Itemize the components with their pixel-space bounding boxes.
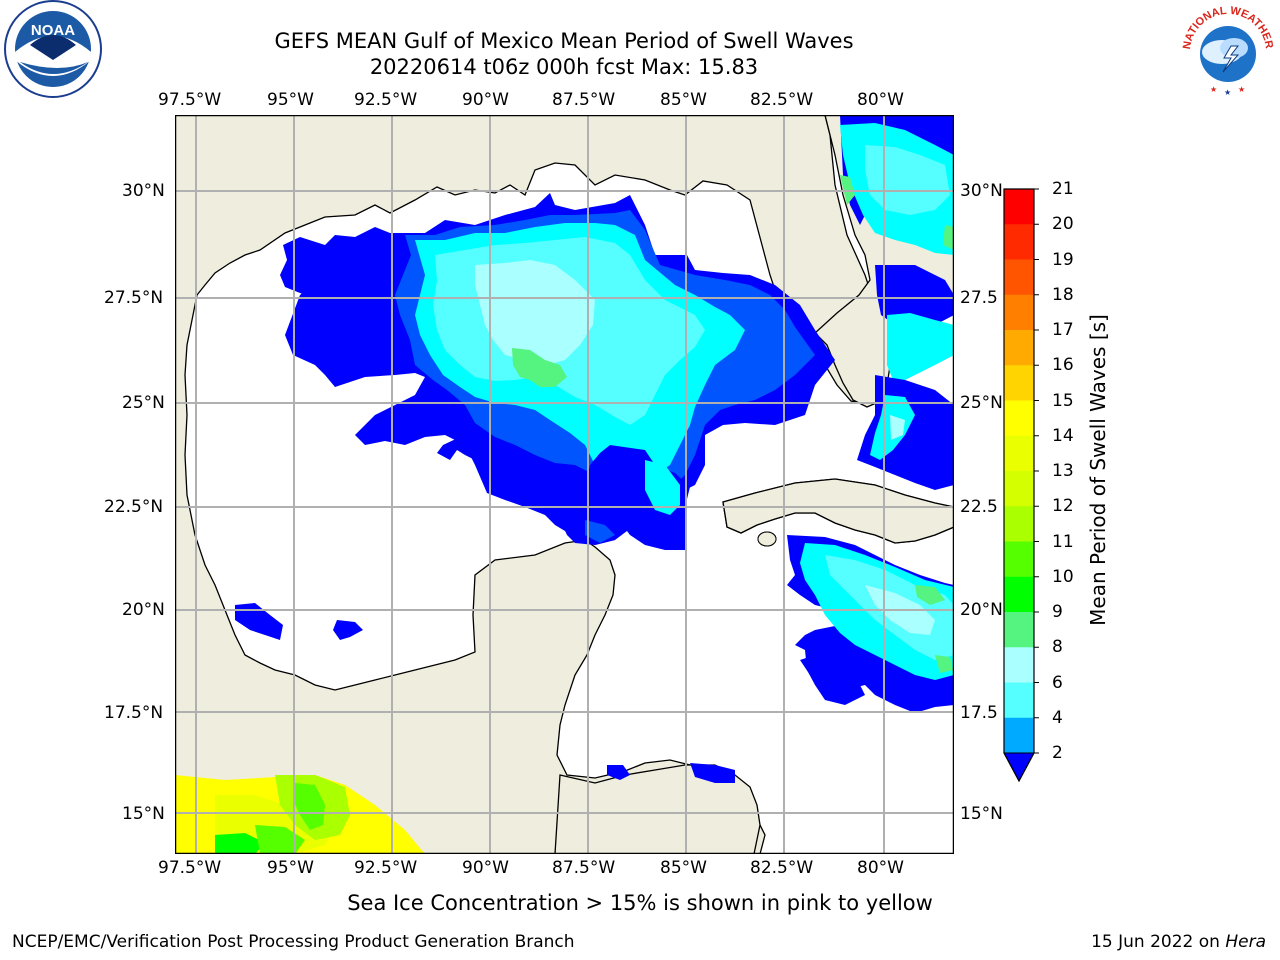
lat-label-right: 25°N [960, 393, 1003, 413]
lat-label-left: 25°N [122, 393, 165, 413]
lon-label-bottom: 92.5°W [354, 858, 418, 878]
lon-label-top: 97.5°W [158, 90, 222, 110]
noaa-logo: NOAA [0, 0, 106, 100]
colorbar-segment [1004, 330, 1034, 366]
colorbar-segment [1004, 506, 1034, 542]
colorbar-segment [1004, 717, 1034, 754]
colorbar-tick-label: 15 [1052, 390, 1074, 411]
colorbar-segment [1004, 224, 1034, 260]
colorbar-segment [1004, 259, 1034, 296]
lat-label-right: 15°N [960, 804, 1003, 824]
lon-label-top: 92.5°W [354, 90, 418, 110]
lon-label-top: 95°W [267, 90, 314, 110]
colorbar-tick-label: 10 [1052, 566, 1074, 587]
lat-label-left: 30°N [122, 181, 165, 201]
colorbar-segment [1004, 294, 1034, 331]
lon-label-bottom: 85°W [660, 858, 707, 878]
colorbar-tick-label: 14 [1052, 425, 1074, 446]
colorbar-segment [1004, 365, 1034, 401]
lon-label-bottom: 97.5°W [158, 858, 222, 878]
colorbar-tick-label: 16 [1052, 355, 1074, 376]
lon-label-top: 87.5°W [552, 90, 616, 110]
lat-label-left: 15°N [122, 804, 165, 824]
lat-label-right: 30°N [960, 181, 1003, 201]
lat-label-left: 27.5°N [104, 288, 164, 308]
colorbar-extend-triangle [1003, 752, 1035, 783]
lat-label-right: 22.5 [960, 497, 998, 517]
footer-credit: NCEP/EMC/Verification Post Processing Pr… [12, 932, 575, 952]
colorbar-segment [1004, 471, 1034, 507]
colorbar-tick-label: 4 [1052, 707, 1063, 728]
colorbar-segment [1004, 435, 1034, 472]
nws-logo: NATIONAL WEATHER SERVICE ★ ★ ★ [1172, 0, 1280, 100]
lon-label-top: 90°W [462, 90, 509, 110]
colorbar [1003, 188, 1039, 783]
colorbar-segment [1004, 576, 1034, 613]
footer-date-text: 15 Jun 2022 on [1091, 932, 1226, 952]
svg-text:★: ★ [1210, 85, 1217, 94]
svg-text:★: ★ [1224, 88, 1231, 97]
lon-label-bottom: 87.5°W [552, 858, 616, 878]
lat-label-left: 22.5°N [104, 497, 164, 517]
colorbar-segment [1004, 189, 1034, 225]
lat-label-left: 20°N [122, 600, 165, 620]
colorbar-segment [1004, 400, 1034, 437]
colorbar-segment [1004, 682, 1034, 719]
colorbar-tick-label: 19 [1052, 249, 1074, 270]
colorbar-label: Mean Period of Swell Waves [s] [1086, 314, 1110, 626]
colorbar-tick-label: 18 [1052, 284, 1074, 305]
colorbar-tick-label: 13 [1052, 461, 1074, 481]
map-panel [175, 115, 954, 854]
footer-date: 15 Jun 2022 on Hera [1091, 932, 1266, 952]
lon-label-bottom: 82.5°W [750, 858, 814, 878]
colorbar-tick-label: 6 [1052, 672, 1063, 693]
colorbar-tick-label: 11 [1052, 531, 1074, 552]
lat-label-left: 17.5°N [104, 703, 164, 723]
lon-label-top: 85°W [660, 90, 707, 110]
colorbar-tick-label: 17 [1052, 320, 1074, 340]
graticule [175, 115, 954, 854]
colorbar-tick-label: 20 [1052, 214, 1074, 235]
colorbar-segment [1004, 647, 1034, 683]
colorbar-tick-label: 21 [1052, 179, 1074, 199]
lon-label-bottom: 90°W [462, 858, 509, 878]
svg-text:★: ★ [1238, 85, 1245, 94]
footer-host: Hera [1225, 932, 1266, 952]
lon-label-bottom: 95°W [267, 858, 314, 878]
colorbar-tick-label: 12 [1052, 496, 1074, 517]
svg-text:NOAA: NOAA [31, 22, 75, 39]
lat-label-right: 27.5 [960, 288, 998, 308]
colorbar-segment [1004, 541, 1034, 578]
plot-title: GEFS MEAN Gulf of Mexico Mean Period of … [274, 29, 854, 53]
plot-subtitle: 20220614 t06z 000h fcst Max: 15.83 [369, 55, 759, 79]
lon-label-top: 82.5°W [750, 90, 814, 110]
lat-label-right: 17.5 [960, 703, 998, 723]
colorbar-frame [1003, 188, 1035, 783]
colorbar-tick-label: 2 [1052, 743, 1063, 763]
sea-ice-caption: Sea Ice Concentration > 15% is shown in … [347, 891, 933, 915]
lon-label-bottom: 80°W [857, 858, 904, 878]
colorbar-tick-label: 9 [1052, 602, 1063, 622]
lat-label-right: 20°N [960, 600, 1003, 620]
colorbar-tick-label: 8 [1052, 637, 1063, 658]
lon-label-top: 80°W [857, 90, 904, 110]
colorbar-segment [1004, 612, 1034, 648]
